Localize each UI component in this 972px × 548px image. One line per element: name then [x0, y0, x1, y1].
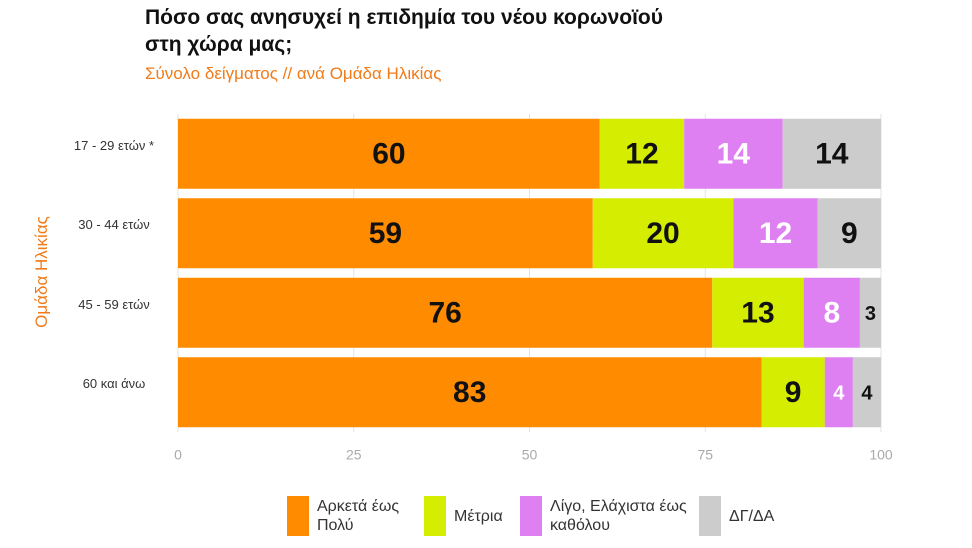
legend-label: Μέτρια: [454, 507, 503, 525]
bar-segment: [859, 277, 881, 348]
chart-subtitle: Σύνολο δείγματος // ανά Ομάδα Ηλικίας: [145, 64, 442, 83]
bar-segment: [803, 277, 860, 348]
value-label: 8: [823, 297, 840, 330]
value-label: 20: [646, 217, 679, 250]
bar-segment: [824, 357, 853, 428]
value-label: 14: [815, 138, 849, 171]
bar-segment: [782, 118, 881, 189]
legend-swatch: [699, 496, 721, 536]
legend-label: Λίγο, Ελάχιστα έως καθόλου: [550, 498, 687, 534]
bar-segment: [178, 118, 600, 189]
value-label: 12: [625, 138, 658, 171]
legend-swatch: [520, 496, 542, 536]
bar-segment: [178, 198, 593, 269]
value-label: 83: [453, 376, 486, 409]
y-tick-label: 17 - 29 ετών *: [73, 137, 155, 153]
value-label: 9: [785, 376, 802, 409]
value-label: 3: [865, 303, 876, 325]
bar-segment: [817, 198, 881, 269]
legend-swatch: [424, 496, 446, 536]
bar-segment: [178, 357, 762, 428]
bar-segment: [592, 198, 734, 269]
bar-segment: [852, 357, 881, 428]
bar-segment: [712, 277, 804, 348]
x-tick-label: 0: [174, 447, 182, 463]
bar-segment: [599, 118, 685, 189]
bar-segment: [684, 118, 783, 189]
bar-segment: [733, 198, 818, 269]
y-tick-label: 30 - 44 ετών: [78, 217, 150, 233]
x-tick-label: 25: [346, 447, 362, 463]
legend-label: Αρκετά έως Πολύ: [317, 498, 400, 534]
bar-segment: [178, 277, 713, 348]
y-axis-label: Ομάδα Ηλικίας: [32, 216, 51, 328]
value-label: 9: [841, 217, 858, 250]
legend-swatch: [287, 496, 309, 536]
value-label: 60: [372, 138, 405, 171]
value-label: 12: [759, 217, 792, 250]
x-tick-label: 50: [522, 447, 538, 463]
value-label: 14: [717, 138, 751, 171]
legend-label: ΔΓ/ΔΑ: [729, 507, 775, 525]
x-tick-label: 75: [697, 447, 713, 463]
value-label: 4: [833, 383, 845, 405]
x-tick-label: 100: [869, 447, 893, 463]
chart-title: Πόσο σας ανησυχεί η επιδημία του νέου κο…: [145, 6, 663, 56]
value-label: 13: [741, 297, 774, 330]
bar-segment: [761, 357, 825, 428]
y-tick-label: 60 και άνω: [82, 376, 146, 392]
value-label: 59: [369, 217, 402, 250]
value-label: 76: [428, 297, 461, 330]
value-label: 4: [861, 383, 873, 405]
y-tick-label: 45 - 59 ετών: [78, 296, 150, 312]
